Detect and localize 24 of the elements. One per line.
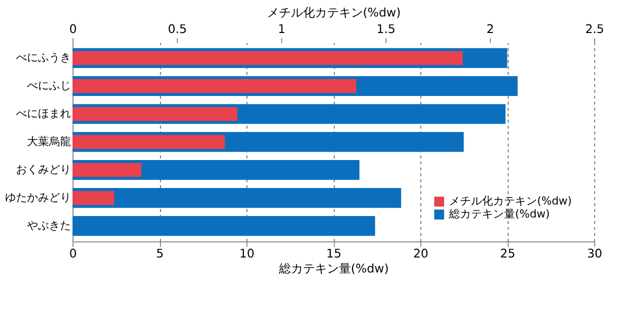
y-tick-label: おくみどり bbox=[16, 162, 72, 176]
legend-label: 総カテキン量(%dw) bbox=[448, 208, 550, 220]
x2-axis-title: メチル化カテキン(%dw) bbox=[266, 5, 401, 20]
x-tick-label: 15 bbox=[326, 246, 342, 261]
x-tick-label: 0 bbox=[69, 246, 77, 261]
x2-tick-label: 2.5 bbox=[585, 22, 604, 36]
legend-label: メチル化カテキン(%dw) bbox=[449, 194, 572, 208]
x2-tick-label: 0.5 bbox=[168, 22, 187, 36]
y-tick-label: ゆたかみどり bbox=[5, 190, 72, 204]
x-axis-title: 総カテキン量(%dw) bbox=[278, 262, 389, 276]
x-tick-label: 30 bbox=[587, 246, 602, 261]
x2-tick-label: 0 bbox=[69, 22, 77, 36]
y-tick-label: べにほまれ bbox=[16, 106, 72, 120]
x2-tick-label: 1.5 bbox=[376, 22, 396, 36]
x-tick-label: 25 bbox=[500, 246, 516, 261]
y-tick-label: べにふじ bbox=[27, 78, 72, 92]
x-tick-label: 5 bbox=[156, 246, 164, 261]
x2-tick-label: 2 bbox=[486, 22, 494, 36]
y-tick-label: 大葉烏龍 bbox=[27, 134, 72, 148]
x2-tick-label: 1 bbox=[278, 22, 286, 36]
x-tick-label: 10 bbox=[239, 246, 254, 261]
y-tick-label: やぶきた bbox=[27, 218, 72, 232]
y-tick-label: べにふうき bbox=[16, 51, 72, 64]
x-tick-label: 20 bbox=[413, 246, 428, 261]
